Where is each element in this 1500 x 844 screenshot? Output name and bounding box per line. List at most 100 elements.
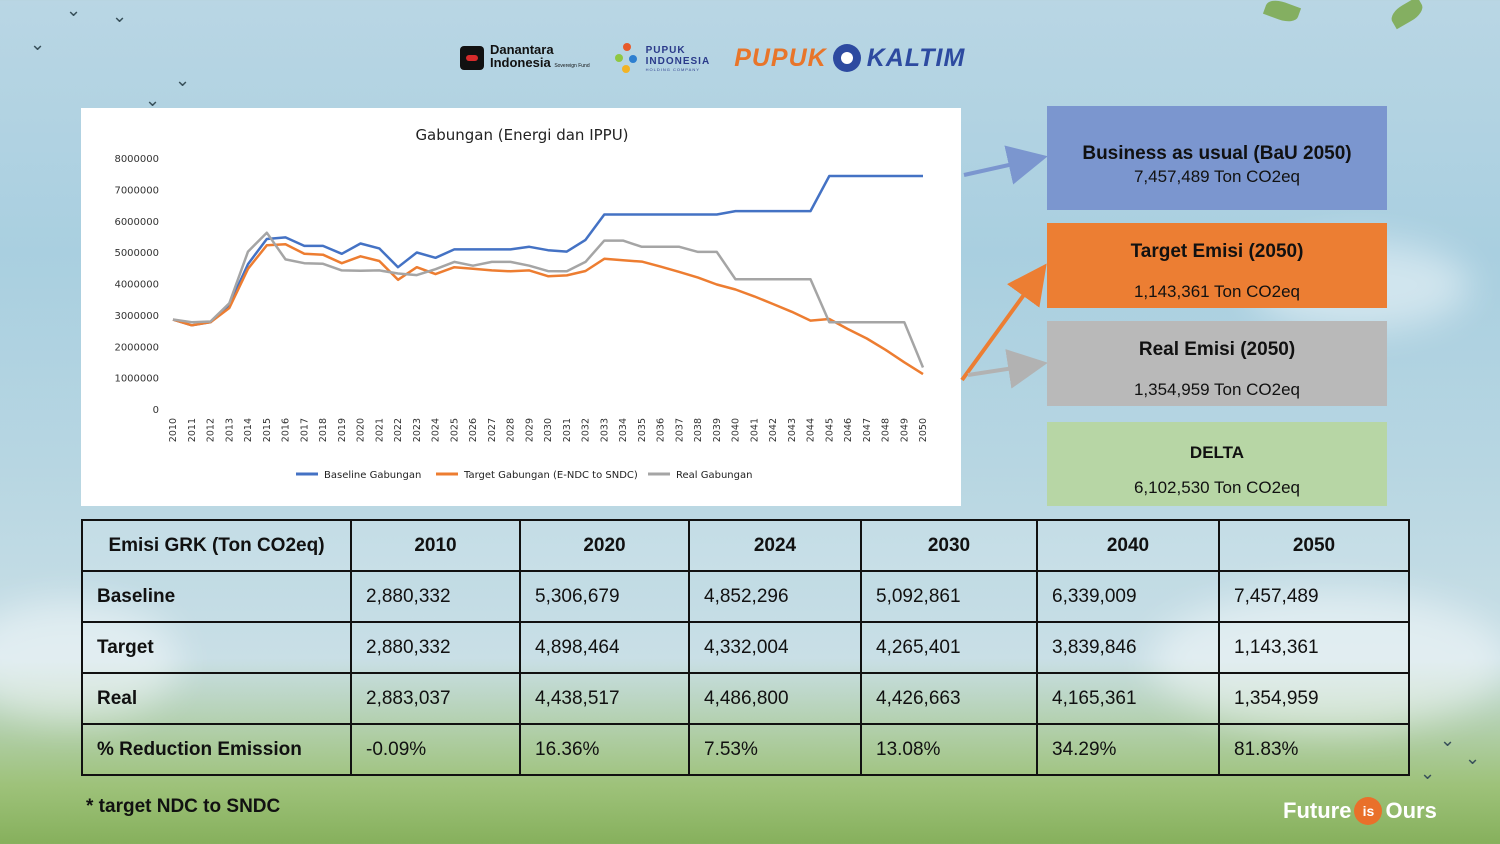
table-cell: 81.83% [1218,723,1410,776]
x-tick-label: 2024 [431,418,442,442]
leaf-decoration [1387,0,1427,30]
x-tick-label: 2030 [543,418,554,442]
x-tick-label: 2015 [262,418,273,442]
danantara-sub: Sovereign Fund [554,63,590,69]
leaf-decoration [1262,0,1302,26]
x-tick-label: 2032 [581,418,592,442]
pupuk-indonesia-name2: INDONESIA [645,55,711,67]
table-header: 2050 [1218,519,1410,572]
danantara-logo: Danantara Indonesia Sovereign Fund [460,43,590,73]
x-tick-label: 2012 [206,418,217,442]
emission-table: Emisi GRK (Ton CO2eq) 2010 2020 2024 203… [81,519,1410,776]
x-tick-label: 2040 [731,418,742,442]
x-tick-label: 2036 [656,418,667,442]
bird-icon: ⌄ [1420,763,1436,783]
card-bau-title: Business as usual (BaU 2050) [1082,143,1352,164]
table-row-label: Real [81,672,352,725]
table-cell: 5,306,679 [519,570,690,623]
x-tick-label: 2010 [168,418,179,442]
table-cell: 1,354,959 [1218,672,1410,725]
y-tick-label: 3000000 [114,311,159,322]
table-cell: 5,092,861 [860,570,1038,623]
table-cell: 6,339,009 [1036,570,1220,623]
legend-label: Baseline Gabungan [324,470,421,481]
x-tick-label: 2027 [487,418,498,442]
series-line [172,231,925,368]
x-tick-label: 2035 [637,418,648,442]
x-tick-label: 2042 [768,418,779,442]
card-real-value: 1,354,959 Ton CO2eq [1133,380,1301,399]
card-delta-value: 6,102,530 Ton CO2eq [1133,478,1301,497]
bird-icon: ⌄ [1465,748,1481,768]
table-header: 2024 [688,519,862,572]
x-tick-label: 2047 [862,418,873,442]
table-cell: 2,880,332 [350,621,521,674]
y-tick-label: 7000000 [114,185,159,196]
table-header: 2030 [860,519,1038,572]
table-cell: 4,898,464 [519,621,690,674]
table-row-label: Target [81,621,352,674]
bird-icon: ⌄ [145,90,161,110]
x-tick-label: 2022 [393,418,404,442]
table-row-label: Baseline [81,570,352,623]
x-tick-label: 2028 [506,418,517,442]
brand-logo: Future is Ours [1283,797,1437,825]
table-cell: 34.29% [1036,723,1220,776]
footnote: * target NDC to SNDC [86,796,281,817]
pupuk-indonesia-logo-icon [614,43,640,73]
table-header: 2020 [519,519,690,572]
danantara-name2: Indonesia [490,55,551,70]
chart-svg: Gabungan (Energi dan IPPU) 8000000 7000000… [114,126,929,481]
table-cell: 4,852,296 [688,570,862,623]
table-cell: 16.36% [519,723,690,776]
table-header-row: Emisi GRK (Ton CO2eq) 2010 2020 2024 203… [81,519,1410,572]
brand-part1: Future [1283,798,1352,823]
x-tick-label: 2021 [374,418,385,442]
y-tick-label: 0 [153,405,159,416]
pupuk-indonesia-name: PUPUK [645,44,686,56]
table-cell: 4,165,361 [1036,672,1220,725]
brand-part2: is [1354,797,1383,825]
table-cell: 3,839,846 [1036,621,1220,674]
card-real-title: Real Emisi (2050) [1138,339,1296,360]
table-header: Emisi GRK (Ton CO2eq) [81,519,352,572]
table-cell: -0.09% [350,723,521,776]
card-delta: DELTA 6,102,530 Ton CO2eq [1047,422,1387,506]
x-tick-label: 2033 [599,418,610,442]
card-real: Real Emisi (2050) 1,354,959 Ton CO2eq [1047,321,1387,406]
table-cell: 13.08% [860,723,1038,776]
x-tick-label: 2044 [806,418,817,442]
x-tick-label: 2046 [843,418,854,442]
bird-icon: ⌄ [66,0,82,20]
pupuk-indonesia-sub: HOLDING COMPANY [645,66,700,72]
x-tick-label: 2020 [356,418,367,442]
bird-icon: ⌄ [112,6,128,26]
x-tick-label: 2031 [562,418,573,442]
legend-label: Target Gabungan (E-NDC to SNDC) [463,470,638,481]
table-row: % Reduction Emission -0.09% 16.36% 7.53%… [81,723,1410,776]
x-tick-label: 2011 [187,418,198,442]
table-row: Baseline 2,880,332 5,306,679 4,852,296 5… [81,570,1410,623]
x-tick-label: 2026 [468,418,479,442]
arrow-real [967,349,1048,389]
line-chart: Gabungan (Energi dan IPPU) 8000000 7000000… [81,108,961,506]
table-header: 2010 [350,519,521,572]
table-cell: 4,426,663 [860,672,1038,725]
card-target: Target Emisi (2050) 1,143,361 Ton CO2eq [1047,223,1387,308]
pupuk-kaltim-part1: PUPUK [734,43,827,72]
bird-icon: ⌄ [175,70,191,90]
y-tick-label: 8000000 [114,154,159,165]
x-tick-label: 2016 [281,418,292,442]
table-cell: 4,265,401 [860,621,1038,674]
y-tick-label: 2000000 [114,342,159,353]
pupuk-kaltim-logo-icon [832,44,861,72]
pupuk-indonesia-logo: PUPUK INDONESIA HOLDING COMPANY [614,43,711,73]
danantara-name: Danantara [490,42,554,57]
x-tick-label: 2039 [712,418,723,442]
table-row: Real 2,883,037 4,438,517 4,486,800 4,426… [81,672,1410,725]
x-tick-label: 2048 [881,418,892,442]
table-cell: 1,143,361 [1218,621,1410,674]
pupuk-kaltim-logo: PUPUK KALTIM [734,44,965,73]
x-tick-label: 2049 [899,418,910,442]
table-cell: 2,880,332 [350,570,521,623]
